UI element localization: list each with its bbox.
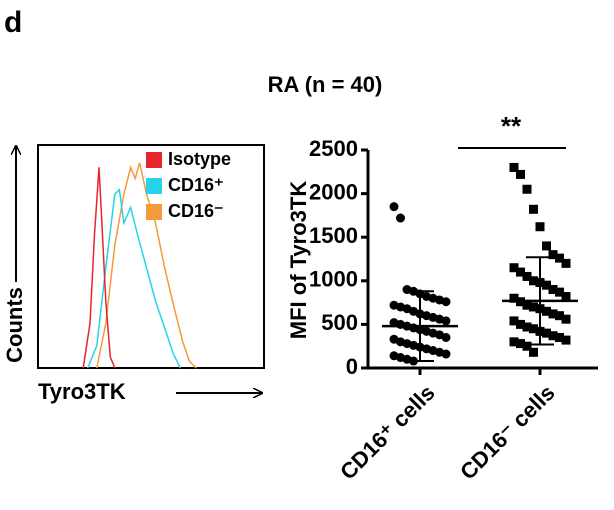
dot xyxy=(509,337,519,347)
dot xyxy=(542,306,551,316)
plot-frame xyxy=(37,144,265,369)
dot xyxy=(561,335,571,345)
dot xyxy=(522,300,532,310)
dot xyxy=(555,311,564,321)
legend-label: CD16⁺ xyxy=(168,175,224,195)
legend-swatch xyxy=(146,204,162,220)
legend-label: Isotype xyxy=(168,149,231,169)
dot xyxy=(389,202,399,212)
panel-label: d xyxy=(4,6,22,39)
legend-label: CD16⁻ xyxy=(168,201,224,221)
legend-swatch xyxy=(146,178,162,194)
dot xyxy=(509,316,519,326)
y-tick-label: 1000 xyxy=(309,267,358,292)
dot xyxy=(548,285,558,295)
dot xyxy=(555,287,564,297)
dot xyxy=(522,184,532,194)
dot xyxy=(561,258,571,268)
y-axis-label: MFI of Tyro3TK xyxy=(286,181,311,340)
dot xyxy=(516,319,525,329)
dot xyxy=(516,267,525,277)
dot xyxy=(522,271,532,281)
dot xyxy=(509,263,519,273)
y-tick-label: 2500 xyxy=(309,136,358,161)
dot xyxy=(516,169,525,179)
histogram-line xyxy=(82,167,116,369)
dot xyxy=(441,297,451,307)
x-tick-label: CD16⁻ cells xyxy=(455,380,560,485)
significance-label: ** xyxy=(501,111,522,141)
dot xyxy=(509,162,519,172)
dot xyxy=(529,204,538,214)
legend-swatch xyxy=(146,152,162,168)
chart-title: RA (n = 40) xyxy=(268,72,383,97)
dot xyxy=(522,341,532,351)
dot xyxy=(561,291,571,301)
error-bar xyxy=(406,290,434,363)
dot xyxy=(441,316,451,326)
error-bar xyxy=(526,256,554,346)
dot xyxy=(529,324,538,334)
x-tick-label: CD16⁺ cells xyxy=(335,380,440,485)
dot xyxy=(522,322,532,332)
dot xyxy=(441,332,451,342)
dot xyxy=(509,293,519,303)
dot xyxy=(548,250,558,260)
dot xyxy=(441,349,451,359)
dot xyxy=(529,347,538,357)
dot xyxy=(561,314,571,324)
x-axis-label: Tyro3TK xyxy=(38,379,126,404)
y-tick-label: 500 xyxy=(321,310,358,335)
dot xyxy=(529,276,538,286)
y-tick-label: 2000 xyxy=(309,179,358,204)
dot xyxy=(396,213,405,223)
dot xyxy=(548,309,558,319)
dot xyxy=(529,302,538,312)
y-axis-label: Counts xyxy=(2,287,27,363)
histogram-line xyxy=(96,162,197,369)
dot xyxy=(535,222,545,232)
dot xyxy=(542,241,551,251)
dot xyxy=(542,280,551,290)
dot xyxy=(555,332,564,342)
dot xyxy=(542,328,551,338)
dot xyxy=(516,339,525,349)
y-tick-label: 1500 xyxy=(309,223,358,248)
histogram-line xyxy=(87,188,182,369)
y-tick-label: 0 xyxy=(346,354,358,379)
dot xyxy=(555,253,564,263)
dot xyxy=(548,331,558,341)
